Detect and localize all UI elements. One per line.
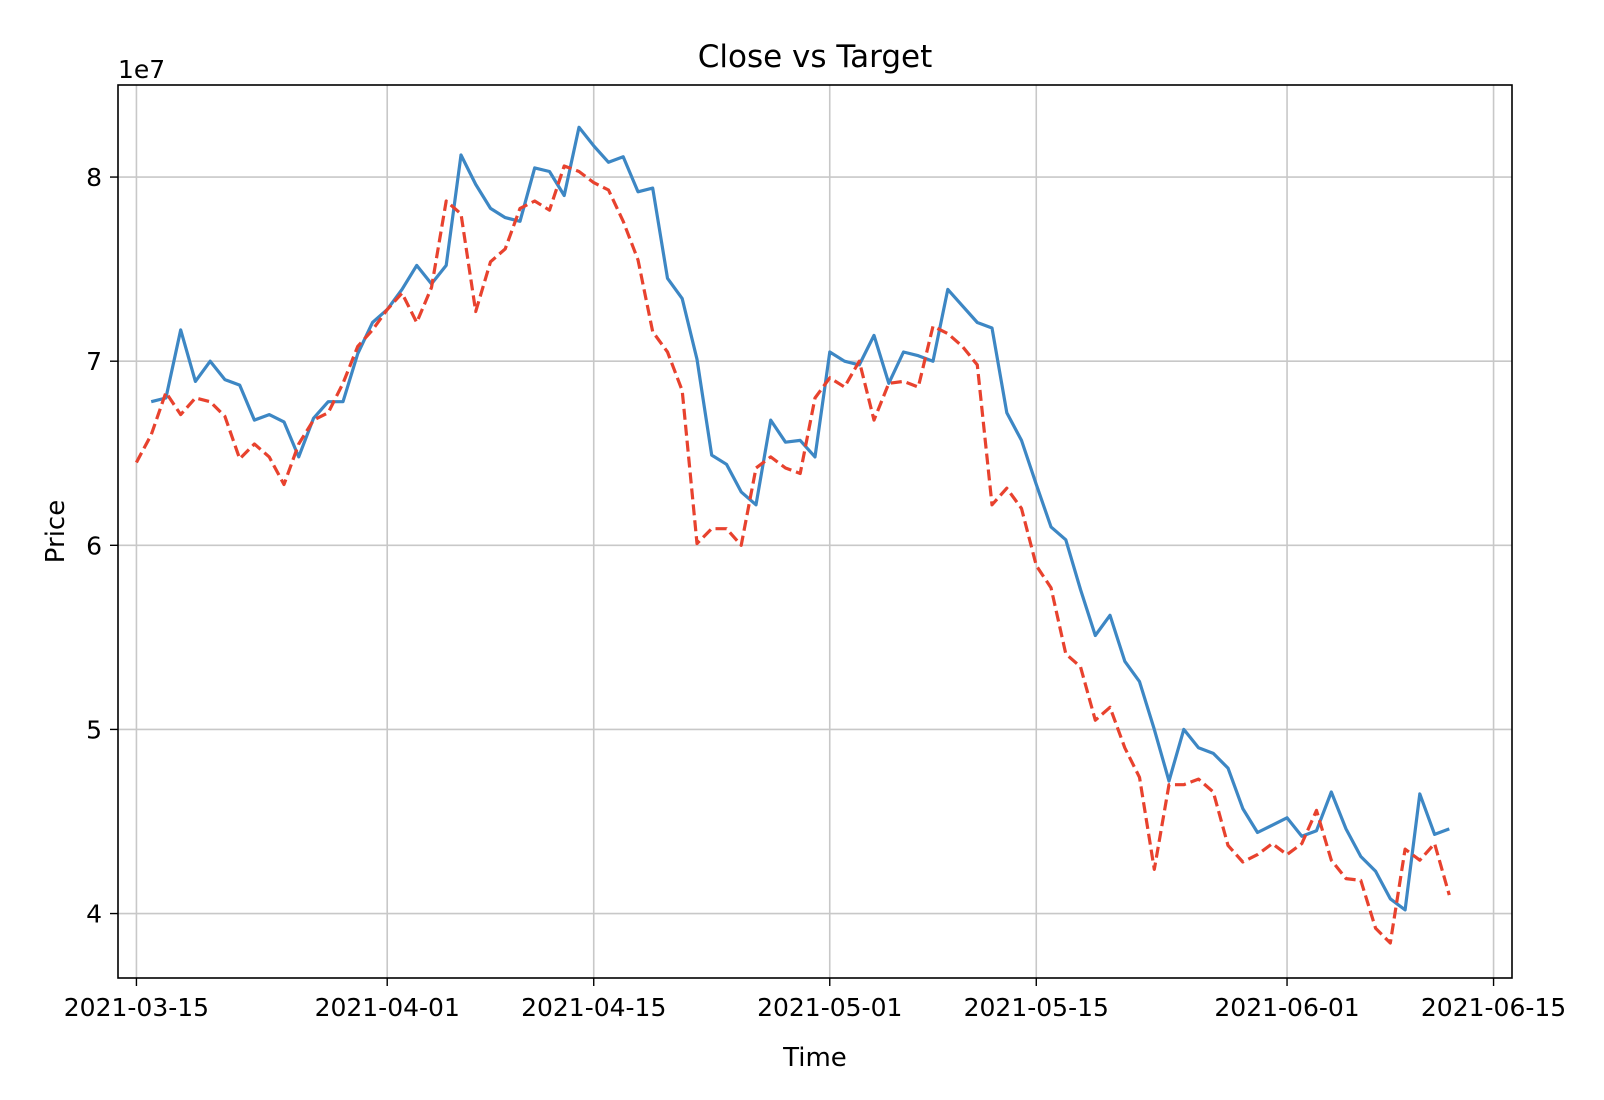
x-tick-label: 2021-06-01	[1214, 993, 1359, 1022]
y-tick-label: 5	[86, 715, 102, 744]
y-tick-label: 4	[86, 900, 102, 929]
chart-title: Close vs Target	[698, 39, 933, 75]
x-tick-label: 2021-04-01	[315, 993, 460, 1022]
y-tick-label: 6	[86, 531, 102, 560]
series-line-solid	[150, 125, 1450, 912]
x-tick-label: 2021-05-01	[757, 993, 902, 1022]
y-axis-label: Price	[41, 500, 71, 563]
plot-series	[134, 125, 1451, 945]
x-tick-label: 2021-04-15	[521, 993, 666, 1022]
ticks: 2021-03-15 2021-04-01 2021-04-15 2021-05-01…	[64, 163, 1566, 1022]
x-tick-label: 2021-05-15	[964, 993, 1109, 1022]
y-axis-offset-label: 1e7	[118, 55, 165, 84]
y-tick-label: 7	[86, 347, 102, 376]
y-tick-label: 8	[86, 163, 102, 192]
plot-frame	[117, 84, 1513, 979]
x-axis-label: Time	[782, 1043, 847, 1073]
series-line-dashed	[134, 164, 1451, 945]
x-tick-label: 2021-06-15	[1421, 993, 1566, 1022]
x-tick-label: 2021-03-15	[64, 993, 209, 1022]
